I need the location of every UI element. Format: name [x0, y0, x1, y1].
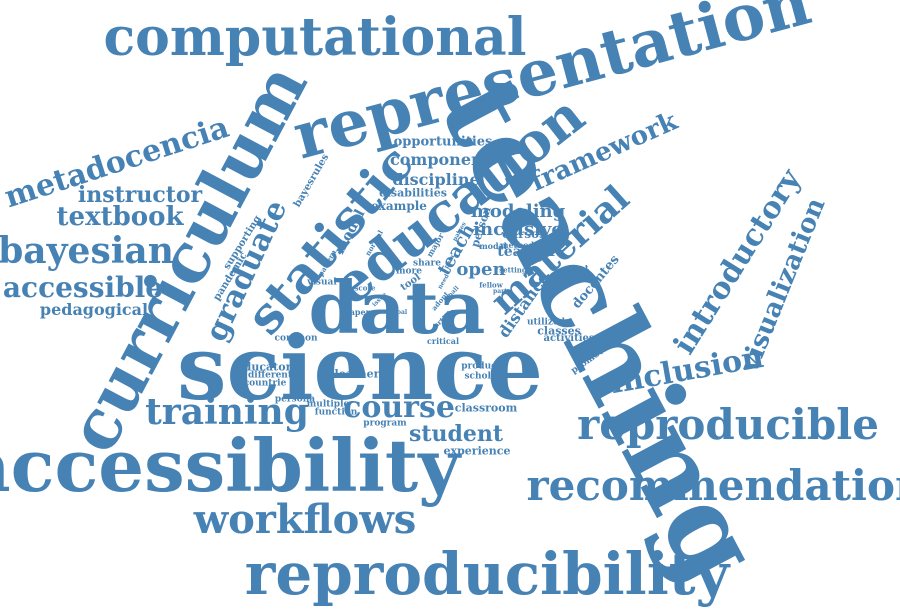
word-inclusive: inclusive: [473, 219, 563, 240]
word-bayesian: bayesian: [0, 230, 174, 272]
word-setting: setting: [499, 265, 527, 275]
word-learner: learner: [334, 367, 380, 381]
word-common: common: [274, 333, 318, 344]
word-multiple: multiple: [306, 399, 350, 410]
word-teacher: teacher: [497, 244, 557, 260]
word-product: product: [461, 361, 501, 372]
word-score: score: [354, 283, 376, 293]
word-example: example: [371, 199, 427, 213]
word-visual: visual: [307, 277, 337, 288]
word-experience: experience: [443, 444, 511, 458]
word-utilized: utilized: [526, 317, 566, 328]
word-classroom: classroom: [454, 401, 518, 415]
word-open: open: [456, 259, 506, 280]
word-reproducible: reproducible: [577, 400, 879, 449]
word-goal: goal: [392, 309, 408, 316]
word-accessible: accessible: [2, 271, 164, 304]
word-disabilities: disabilities: [379, 186, 447, 200]
word-instructor: instructor: [77, 182, 203, 208]
word-modal: modal: [479, 241, 507, 251]
word-reproducibility: reproducibility: [244, 540, 730, 608]
word-student: student: [408, 421, 504, 447]
word-component: component: [389, 150, 491, 169]
word-function: function: [314, 407, 358, 418]
word-modeling: modeling: [470, 201, 566, 222]
word-classes: classes: [537, 324, 581, 338]
word-opportunities: opportunities: [393, 134, 493, 150]
word-accessibility: accessibility: [0, 423, 461, 508]
word-share: share: [413, 258, 441, 269]
word-science: science: [176, 316, 544, 420]
word-program: program: [363, 418, 407, 429]
word-part: part: [492, 288, 508, 295]
word-activities: activities: [543, 333, 595, 344]
word-different: different: [248, 370, 292, 381]
word-countrie: countrie: [243, 378, 287, 389]
word-educator: educator: [236, 360, 292, 374]
word-textbook: textbook: [56, 202, 184, 232]
word-paper: paper: [344, 307, 370, 317]
word-training: training: [145, 391, 309, 433]
word-course: course: [343, 390, 455, 425]
word-pedagogical: pedagogical: [39, 300, 149, 319]
word-computational: computational: [103, 7, 527, 68]
word-method: method: [500, 240, 534, 250]
word-fellow: fellow: [479, 280, 503, 290]
word-data: data: [308, 265, 486, 350]
word-cursos: cursos: [502, 227, 546, 241]
word-more: more: [396, 266, 422, 277]
word-persona: persona: [274, 394, 316, 405]
word-discipline: discipline: [392, 170, 480, 189]
word-critical: critical: [427, 336, 459, 346]
word-workflows: workflows: [193, 496, 417, 543]
word-recommendation: recommendation: [526, 461, 900, 510]
word-scholar: scholar: [464, 371, 502, 382]
